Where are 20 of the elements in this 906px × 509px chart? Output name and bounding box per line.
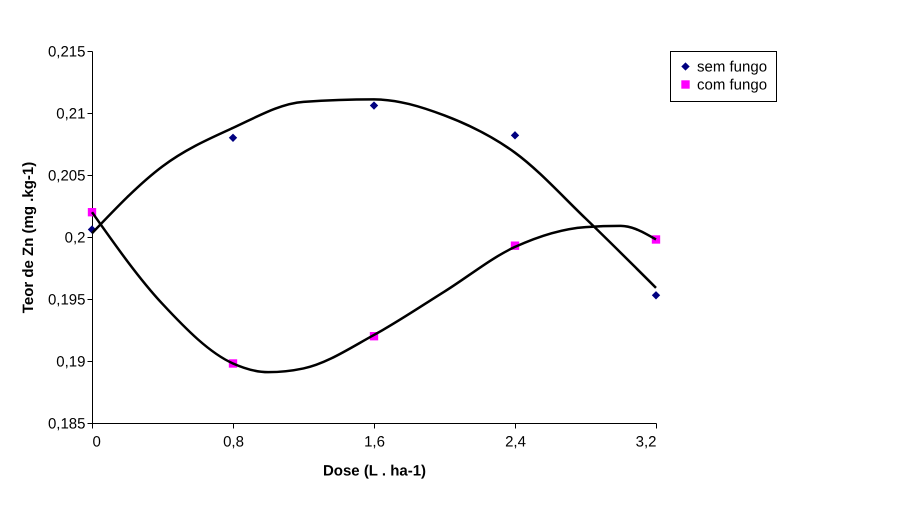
point (228, 134, 238, 142)
legend-label: com fungo (697, 76, 768, 94)
x-tick-label: 0,8 (223, 434, 244, 450)
point (370, 101, 378, 110)
point (510, 131, 520, 140)
x-tick-label: 2,4 (505, 434, 526, 450)
y-tick-label: 0,2 (64, 230, 86, 246)
x-tick-label: 0 (92, 434, 101, 450)
legend-label: sem fungo (697, 58, 768, 76)
x-tick-label: 1,6 (364, 434, 385, 450)
y-axis-title: Teor de Zn (mg .kg-1) (20, 162, 37, 314)
y-tick-label: 0,195 (48, 292, 86, 308)
point (652, 291, 660, 300)
x-axis-title: Dose (L . ha-1) (322, 462, 426, 480)
y-tick-label: 0,205 (48, 168, 86, 184)
y-tick-label: 0,185 (48, 416, 86, 432)
x-tick-label: 3,2 (636, 434, 656, 450)
y-tick-label: 0,215 (48, 44, 86, 60)
y-tick-label: 0,21 (56, 106, 86, 122)
y-tick-label: 0,19 (56, 354, 86, 370)
